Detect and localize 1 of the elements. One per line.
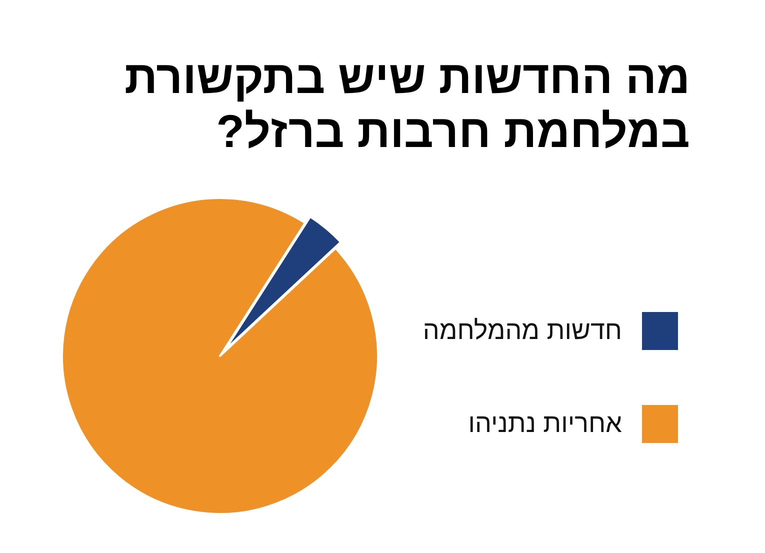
title: מה החדשות שיש בתקשורת במלחמת חרבות ברזל? <box>124 50 690 158</box>
